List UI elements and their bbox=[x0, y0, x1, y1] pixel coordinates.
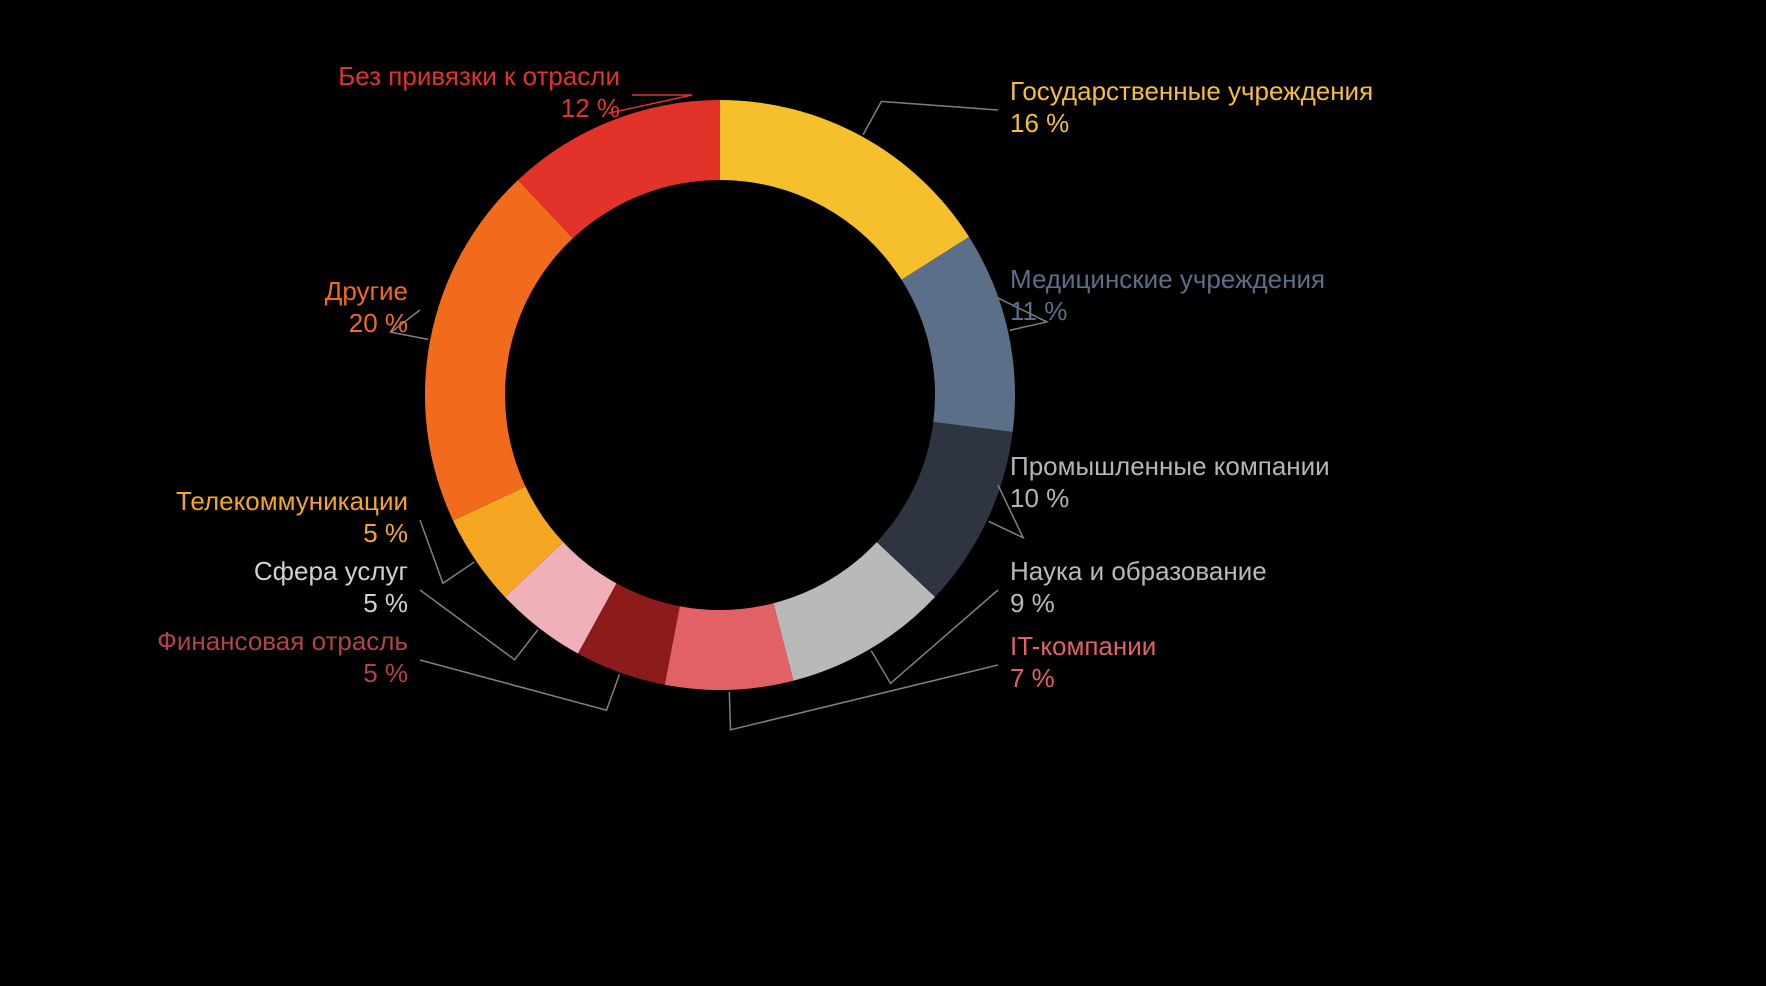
donut-slice bbox=[720, 100, 969, 280]
leader-line bbox=[863, 101, 998, 134]
slice-label: Наука и образование bbox=[1010, 556, 1267, 586]
slice-label: Финансовая отрасль bbox=[157, 626, 408, 656]
donut-slice bbox=[425, 180, 573, 521]
slice-label: Медицинские учреждения bbox=[1010, 264, 1325, 294]
donut-slice bbox=[665, 603, 794, 690]
slice-percent: 11 % bbox=[1010, 296, 1067, 326]
slice-label: Государственные учреждения bbox=[1010, 76, 1373, 106]
slice-percent: 7 % bbox=[1010, 663, 1055, 693]
slice-percent: 10 % bbox=[1010, 483, 1069, 513]
slice-percent: 5 % bbox=[363, 518, 408, 548]
slice-label: IT-компании bbox=[1010, 631, 1156, 661]
slice-percent: 16 % bbox=[1010, 108, 1069, 138]
slice-label: Сфера услуг bbox=[254, 556, 408, 586]
slice-label: Телекоммуникации bbox=[176, 486, 408, 516]
slice-label: Промышленные компании bbox=[1010, 451, 1330, 481]
leader-line bbox=[420, 660, 619, 710]
donut-chart: Государственные учреждения16 % Медицински… bbox=[0, 0, 1766, 986]
donut-chart-container: Государственные учреждения16 % Медицински… bbox=[0, 0, 1766, 986]
slice-percent: 9 % bbox=[1010, 588, 1055, 618]
slice-percent: 20 % bbox=[349, 308, 408, 338]
slice-percent: 5 % bbox=[363, 658, 408, 688]
slice-label: Без привязки к отрасли bbox=[338, 61, 620, 91]
slice-percent: 5 % bbox=[363, 588, 408, 618]
slice-label: Другие bbox=[325, 276, 408, 306]
slice-percent: 12 % bbox=[561, 93, 620, 123]
